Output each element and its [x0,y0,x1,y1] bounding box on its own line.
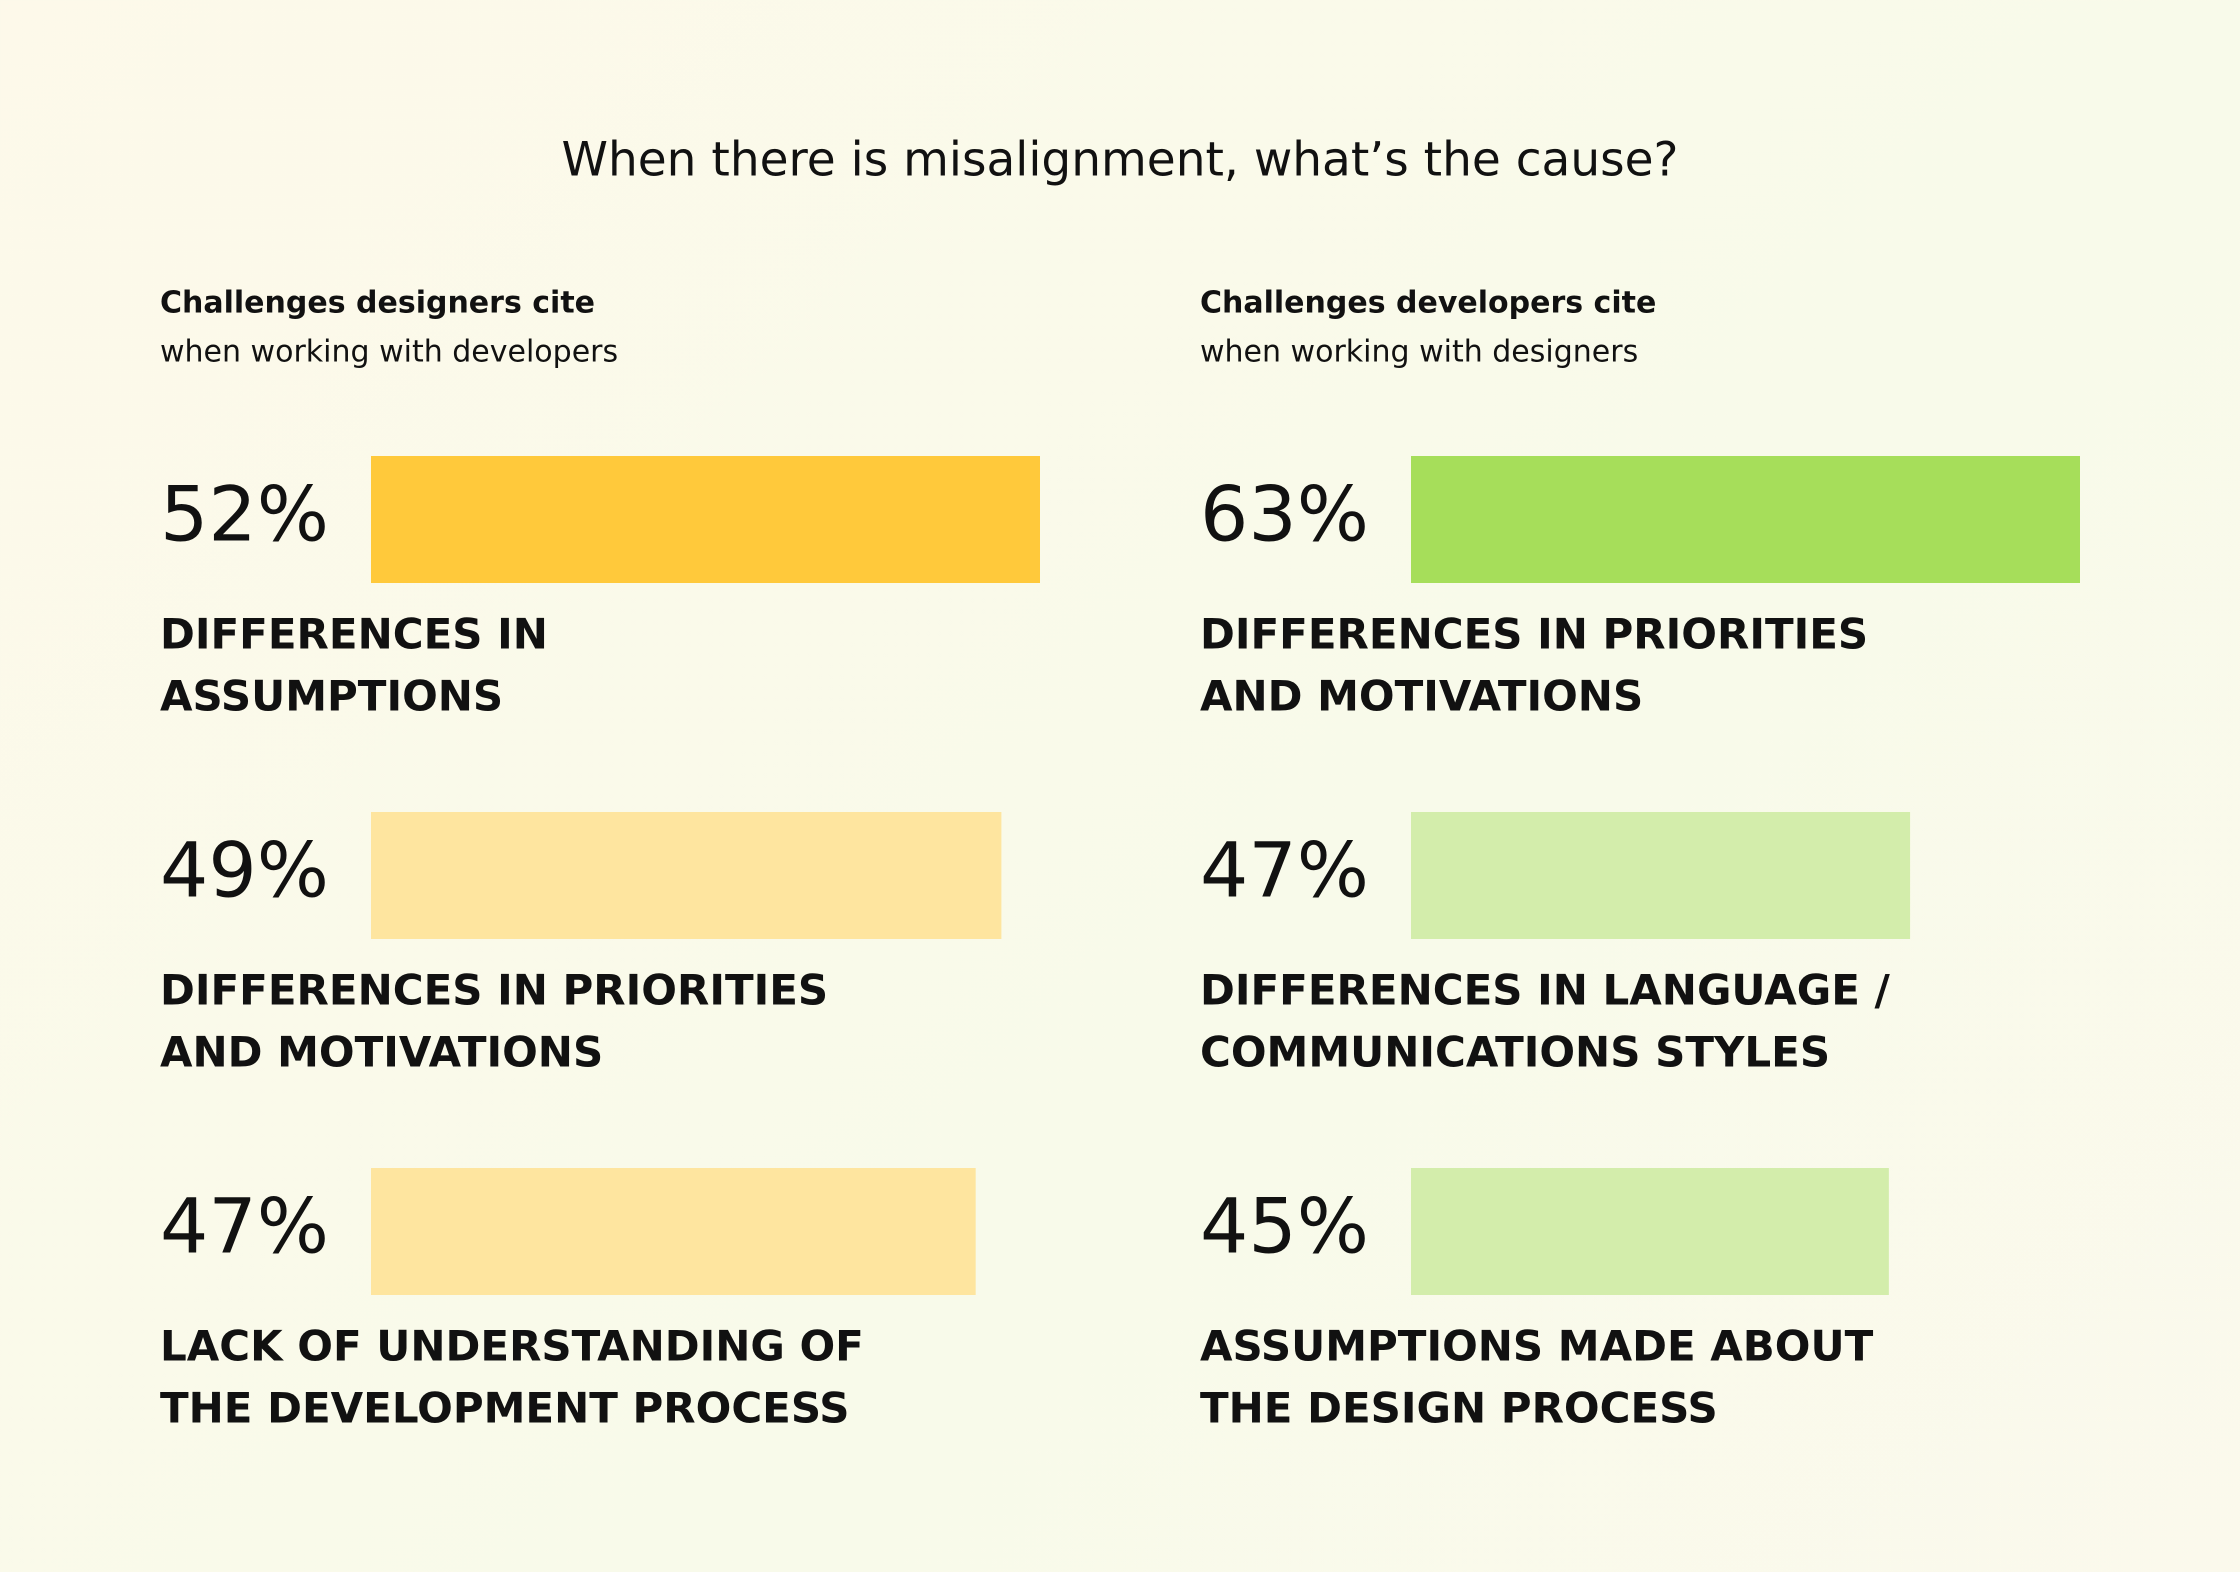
bar [371,456,1040,583]
category-label: ASSUMPTIONS MADE ABOUT [1200,1322,1874,1371]
bar [1411,812,1911,939]
category-label: THE DESIGN PROCESS [1200,1384,1718,1433]
category-label: LACK OF UNDERSTANDING OF [160,1322,864,1371]
category-label: THE DEVELOPMENT PROCESS [160,1384,849,1433]
category-label: COMMUNICATIONS STYLES [1200,1028,1830,1077]
category-label: DIFFERENCES IN [160,610,548,659]
value-label: 52% [160,469,329,558]
panel-title: Challenges designers cite [160,286,595,321]
panel-title: Challenges developers cite [1200,286,1656,321]
bar [1411,456,2080,583]
value-label: 63% [1200,469,1369,558]
category-label: AND MOTIVATIONS [1200,672,1643,721]
category-label: DIFFERENCES IN PRIORITIES [1200,610,1868,659]
category-label: DIFFERENCES IN LANGUAGE / [1200,966,1891,1015]
page-title: When there is misalignment, what’s the c… [561,133,1678,188]
panel-subtitle: when working with developers [160,335,618,370]
panel-subtitle: when working with designers [1200,335,1638,370]
value-label: 49% [160,825,329,914]
category-label: DIFFERENCES IN PRIORITIES [160,966,828,1015]
bar [371,812,1002,939]
value-label: 47% [1200,825,1369,914]
category-label: AND MOTIVATIONS [160,1028,603,1077]
category-label: ASSUMPTIONS [160,672,503,721]
value-label: 47% [160,1181,329,1270]
bar [1411,1168,1889,1295]
value-label: 45% [1200,1181,1369,1270]
bar [371,1168,976,1295]
